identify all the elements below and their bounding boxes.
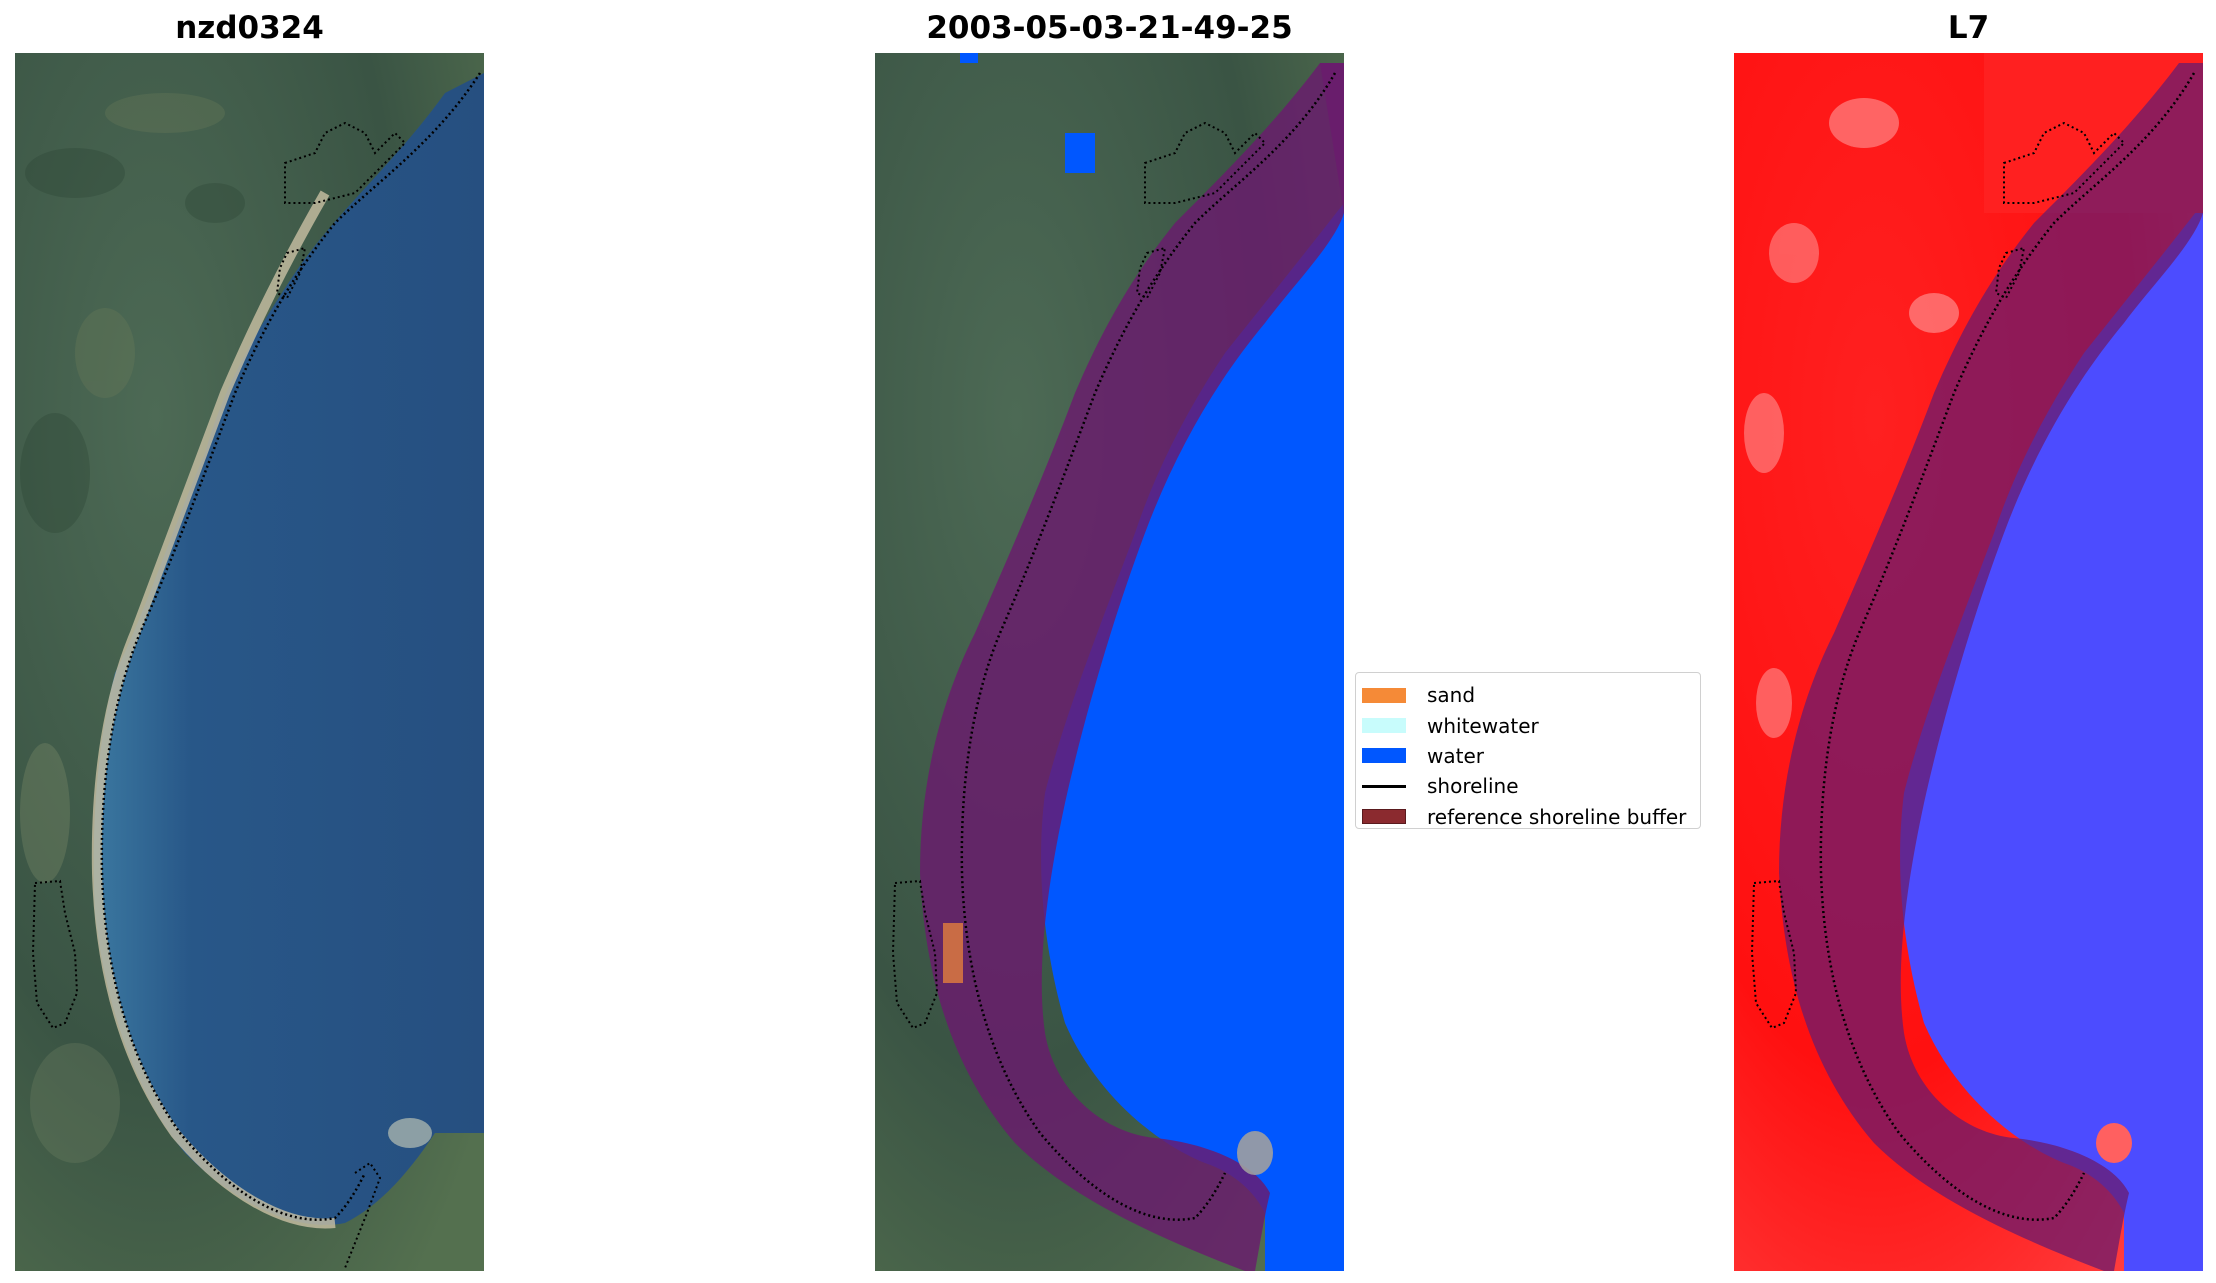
reference-shoreline-buffer: [1779, 63, 2203, 1271]
legend-label: sand: [1427, 683, 1476, 708]
shoreline-line-icon: [1362, 784, 1406, 788]
legend-item-buffer: reference shoreline buffer: [1356, 802, 1700, 832]
shoreline-trace: [100, 72, 482, 1221]
water-index-area: [1900, 203, 2203, 1271]
panel-title-1: nzd0324: [175, 10, 324, 46]
legend-label: whitewater: [1427, 713, 1539, 738]
headland-feature: [2096, 1123, 2132, 1163]
legend-item-whitewater: whitewater: [1356, 710, 1700, 740]
legend-item-sand: sand: [1356, 680, 1700, 710]
legend-item-shoreline: shoreline: [1356, 771, 1700, 801]
legend-label: shoreline: [1427, 774, 1519, 799]
legend-item-water: water: [1356, 741, 1700, 771]
water-class-area: [1065, 133, 1095, 173]
legend: sand whitewater water shoreline referenc…: [1355, 672, 1701, 829]
legend-label: water: [1427, 743, 1484, 768]
legend-label: reference shoreline buffer: [1427, 804, 1687, 829]
panel-title-3: L7: [1947, 10, 1990, 46]
sea-area: [93, 73, 484, 1225]
classified-image: [875, 53, 1344, 1271]
whitewater-swatch: [1362, 718, 1406, 734]
index-image: [1734, 53, 2203, 1271]
water-class-area: [1041, 203, 1344, 1271]
rgb-satellite-image: [15, 53, 484, 1271]
water-swatch: [1362, 748, 1406, 764]
region-outline: [891, 879, 939, 1030]
headland-feature: [388, 1118, 432, 1148]
sand-swatch: [1362, 687, 1406, 703]
region-outline: [1750, 879, 1798, 1030]
sand-class-pixels: [943, 923, 963, 983]
beach-strip: [91, 190, 336, 1229]
terrain-texture: [20, 93, 245, 1163]
reference-shoreline-buffer: [1320, 63, 1344, 213]
headland-feature: [1237, 1131, 1273, 1175]
reference-shoreline-buffer: [920, 63, 1344, 1271]
region-outline: [31, 879, 79, 1030]
region-outline: [344, 1161, 382, 1269]
buffer-swatch: [1362, 809, 1406, 825]
terrain-texture: [1744, 98, 1959, 738]
water-class-area: [960, 53, 978, 63]
panel-title-2: 2003-05-03-21-49-25: [926, 10, 1293, 46]
